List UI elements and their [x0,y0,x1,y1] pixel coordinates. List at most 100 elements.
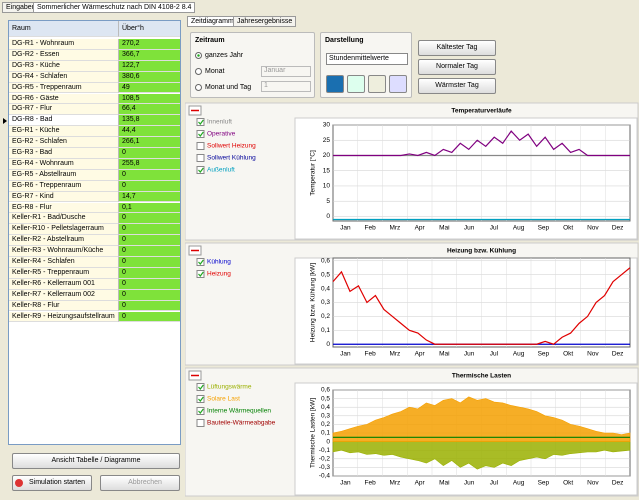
area [332,441,631,470]
checkbox[interactable] [196,118,205,126]
chart-title: Temperaturverläufe [451,108,512,115]
icon-button[interactable] [389,75,407,93]
x-tick-label: Okt [563,480,573,487]
cell: Keller-R5 - Treppenraum [9,267,118,279]
y-tick-label: 0 [326,438,330,445]
button[interactable]: Normaler Tag [418,59,496,75]
charts: Temperaturverläufe Temperatur [°C] 0 5 10 15 2… [185,102,639,497]
button[interactable]: Kältester Tag [418,40,496,56]
button[interactable]: Simulation starten [12,475,92,491]
legend-entry: Innenluft [207,119,232,126]
radio[interactable] [195,52,202,59]
x-tick-label: Jun [464,480,475,487]
icon-button[interactable] [368,75,386,93]
y-tick-label: 0,2 [321,313,330,320]
cell: 0 [118,224,180,236]
cell: Keller-R4 - Schlafen [9,257,118,268]
cell: 366,7 [118,49,180,61]
x-tick-label: Okt [563,225,573,232]
checkbox[interactable] [196,130,205,138]
cell: 270,2 [118,39,180,50]
checkbox[interactable] [196,154,205,162]
cell: 0 [118,289,180,301]
icon-button[interactable] [347,75,365,93]
checkbox[interactable] [196,395,205,403]
x-tick-label: Sep [538,351,550,358]
x-tick-label: Mai [439,480,449,487]
x-tick-label: Apr [415,225,426,232]
label: Monat [205,68,225,75]
y-tick-label: 15 [323,167,331,174]
cell: 266,1 [118,137,180,148]
x-tick-label: Sep [538,480,550,487]
line [333,130,630,157]
button: Abbrechen [100,475,180,491]
x-tick-label: Dez [612,351,624,358]
radio[interactable] [195,68,202,75]
cell: 66,4 [118,104,180,116]
check [198,131,204,137]
checkbox[interactable] [196,407,205,415]
tab[interactable]: Sommerlicher Wärmeschutz nach DIN 4108-2… [33,2,196,13]
group-title: Zeitraum [195,37,225,44]
check [198,408,204,414]
x-tick-label: Sep [538,225,550,232]
row-marker [3,118,7,125]
x-tick-label: Apr [415,480,426,487]
checkbox[interactable] [196,270,205,278]
legend-entry: Interne Wärmequellen [207,408,271,415]
button[interactable]: Wärmster Tag [418,78,496,94]
x-tick-label: Mrz [389,225,400,232]
cell: 0,1 [118,202,180,214]
check [198,119,204,125]
cell: EG-R5 - Abstellraum [9,169,118,181]
icon-button[interactable] [326,75,344,93]
y-tick-label: 0 [326,213,330,220]
x-tick-label: Jan [340,480,351,487]
cell: EG-R1 - Küche [9,126,118,138]
radio[interactable] [195,84,202,91]
x-tick-label: Mrz [389,480,400,487]
checkbox[interactable] [196,383,205,391]
tab[interactable]: Jahresergebnisse [233,16,297,27]
x-tick-label: Jun [464,225,475,232]
cell: 0 [118,300,180,312]
button[interactable]: Ansicht Tabelle / Diagramme [12,453,180,469]
line [332,267,631,345]
checkbox[interactable] [196,166,205,174]
x-tick-label: Aug [513,480,525,487]
y-tick-label: -0,2 [319,456,331,463]
y-tick-label: 0,4 [321,404,330,411]
legend-entry: Heizung [207,271,231,278]
cell: Keller-R10 - Pelletslagerraum [9,224,118,236]
cell: 0 [118,213,180,225]
cell: EG-R3 - Bad [9,148,118,159]
check [198,271,204,277]
x-tick-label: Nov [587,480,599,487]
y-axis-label: Heizung bzw. Kühlung [kW] [310,263,317,342]
x-tick-label: Feb [365,351,377,358]
x-tick-label: Dez [612,480,624,487]
x-tick-label: Aug [513,225,525,232]
y-tick-label: 30 [323,122,331,129]
x-tick-label: Jul [490,225,499,232]
combo[interactable]: Stundenmittelwerte [326,53,408,65]
cell: Keller-R2 - Abstellraum [9,235,118,247]
cell: DG-R8 - Bad [9,115,118,127]
cell: 0 [118,278,180,290]
legend-entry: Lüftungswärme [207,384,252,391]
icon [15,479,23,487]
cell: 0 [118,235,180,247]
checkbox[interactable] [196,258,205,266]
y-tick-label: 0,5 [321,271,330,278]
checkbox[interactable] [196,419,205,427]
cell: EG-R4 - Wohnraum [9,158,118,170]
y-tick-label: 0,4 [321,285,330,292]
combo: 1 [261,81,311,92]
check [198,167,204,173]
checkbox[interactable] [196,142,205,150]
cell: Keller-R7 - Kellerraum 002 [9,289,118,301]
legend-entry: Sollwert Heizung [207,143,256,150]
y-axis-label: Thermische Lasten [kW] [310,398,317,468]
group: Darstellung Stundenmittelwerte [320,32,412,98]
